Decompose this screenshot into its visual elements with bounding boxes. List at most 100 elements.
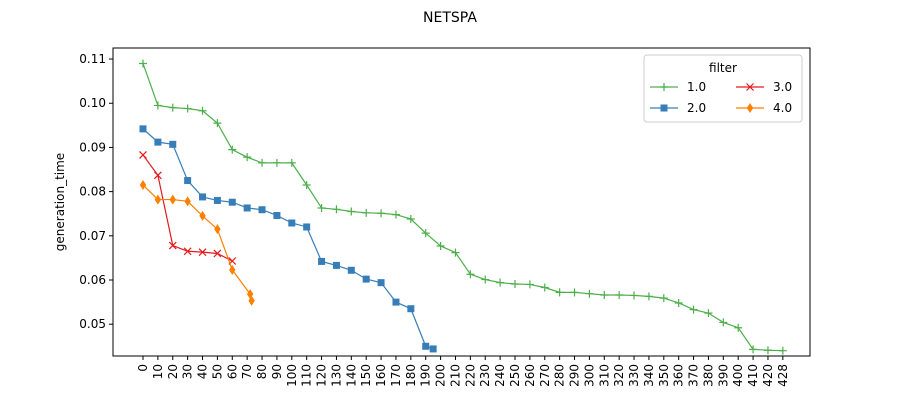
data-point [243, 204, 251, 212]
data-point [778, 346, 787, 355]
x-tick-label: 50 [210, 364, 224, 379]
x-tick-label: 0 [136, 364, 150, 372]
x-tick-label: 160 [374, 364, 388, 387]
series-line [142, 154, 233, 262]
data-point [198, 106, 207, 115]
series-1-0 [139, 59, 787, 355]
data-point [228, 145, 237, 154]
x-tick-label: 270 [538, 364, 552, 387]
x-tick-label: 420 [761, 364, 775, 387]
data-point [391, 210, 400, 219]
series-4-0 [139, 179, 255, 306]
legend-marker [746, 103, 754, 113]
series-3-0 [139, 151, 237, 265]
series-2-0 [139, 125, 437, 353]
data-point [154, 138, 162, 146]
data-point [139, 179, 147, 190]
data-point [317, 203, 326, 212]
legend-marker [660, 104, 668, 112]
data-point [154, 194, 162, 205]
x-tick-label: 370 [687, 364, 701, 387]
legend-label: 3.0 [773, 80, 792, 94]
data-point [213, 249, 222, 258]
data-point [422, 342, 430, 350]
data-point [248, 295, 255, 306]
data-point [153, 171, 162, 180]
data-point [421, 229, 430, 238]
data-point [451, 248, 460, 257]
y-tick-label: 0.06 [79, 273, 106, 287]
data-point [213, 196, 221, 204]
data-point [436, 241, 445, 250]
x-tick-label: 200 [434, 364, 448, 387]
y-tick-label: 0.05 [79, 317, 106, 331]
data-point [540, 283, 549, 292]
legend-label: 2.0 [687, 101, 706, 115]
data-point [228, 198, 236, 206]
x-tick-label: 250 [508, 364, 522, 387]
data-point [496, 278, 505, 287]
x-tick-label: 390 [716, 364, 730, 387]
plot-area: 0.05 0.06 0.07 0.08 0.09 0.10 0.11 0 10 20 30 40 50 6… [79, 47, 811, 387]
data-point [214, 224, 221, 235]
x-tick-label: 410 [746, 364, 760, 387]
data-point [287, 158, 296, 167]
data-point [525, 280, 534, 289]
series-line [142, 63, 783, 352]
data-point [272, 158, 281, 167]
x-tick-label: 380 [701, 364, 715, 387]
data-point [392, 298, 400, 306]
data-point [719, 318, 728, 327]
x-tick-label: 280 [553, 364, 567, 387]
x-tick-label: 340 [642, 364, 656, 387]
data-point [153, 101, 162, 110]
x-tick-label: 140 [344, 364, 358, 387]
x-tick-label: 110 [300, 364, 314, 387]
data-point [198, 248, 207, 257]
y-tick-label: 0.07 [79, 229, 106, 243]
x-tick-label: 330 [627, 364, 641, 387]
legend-entry-1-0: 1.0 [650, 80, 706, 94]
x-tick-label: 220 [463, 364, 477, 387]
data-point [481, 275, 490, 284]
data-point [332, 261, 340, 269]
x-tick-label: 190 [419, 364, 433, 387]
legend-entry-2-0: 2.0 [650, 101, 706, 115]
data-point [704, 309, 713, 318]
y-tick-label: 0.11 [79, 52, 106, 66]
data-point [585, 289, 594, 298]
data-point [644, 292, 653, 301]
data-point [318, 257, 326, 265]
data-point [273, 211, 281, 219]
data-point [763, 346, 772, 355]
y-tick-label: 0.10 [79, 96, 106, 110]
data-point [183, 104, 192, 113]
x-tick-label: 350 [657, 364, 671, 387]
data-point [347, 266, 355, 274]
data-point [183, 247, 192, 256]
x-tick-label: 150 [359, 364, 373, 387]
legend-marker [746, 83, 754, 91]
data-point [258, 158, 267, 167]
x-tick-label: 120 [315, 364, 329, 387]
data-point [199, 210, 206, 221]
data-point [347, 207, 356, 216]
plot-frame [112, 47, 811, 357]
data-point [659, 294, 668, 303]
x-tick-label: 80 [255, 364, 269, 379]
data-point [749, 345, 758, 354]
chart-title: NETSPA [423, 10, 477, 26]
data-point [406, 215, 415, 224]
series-line [142, 128, 434, 350]
data-point [303, 223, 311, 231]
data-point [139, 59, 147, 68]
data-point [229, 264, 236, 275]
x-tick-label: 20 [166, 364, 180, 379]
x-tick-label: 240 [493, 364, 507, 387]
x-tick-label: 300 [582, 364, 596, 387]
x-tick-label: 170 [389, 364, 403, 387]
data-point [362, 275, 370, 283]
